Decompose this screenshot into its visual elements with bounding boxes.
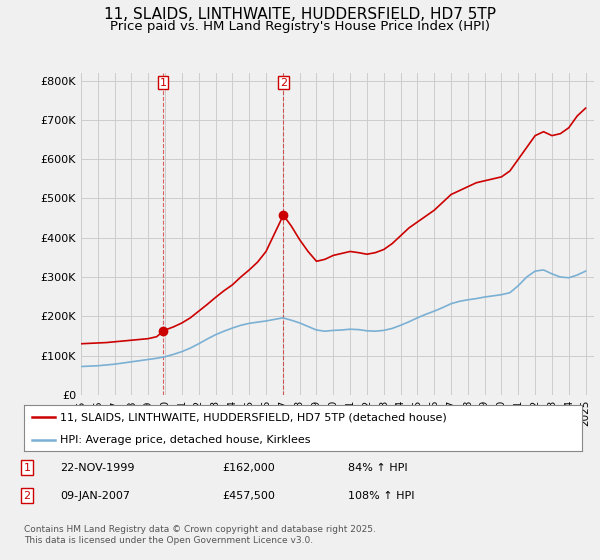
Text: 22-NOV-1999: 22-NOV-1999 xyxy=(60,463,134,473)
Text: 11, SLAIDS, LINTHWAITE, HUDDERSFIELD, HD7 5TP (detached house): 11, SLAIDS, LINTHWAITE, HUDDERSFIELD, HD… xyxy=(60,412,447,422)
Text: Contains HM Land Registry data © Crown copyright and database right 2025.
This d: Contains HM Land Registry data © Crown c… xyxy=(24,525,376,545)
Text: 1: 1 xyxy=(23,463,31,473)
Text: Price paid vs. HM Land Registry's House Price Index (HPI): Price paid vs. HM Land Registry's House … xyxy=(110,20,490,32)
Text: 1: 1 xyxy=(160,78,167,87)
Text: 11, SLAIDS, LINTHWAITE, HUDDERSFIELD, HD7 5TP: 11, SLAIDS, LINTHWAITE, HUDDERSFIELD, HD… xyxy=(104,7,496,22)
Text: 108% ↑ HPI: 108% ↑ HPI xyxy=(348,491,415,501)
Text: 09-JAN-2007: 09-JAN-2007 xyxy=(60,491,130,501)
Text: HPI: Average price, detached house, Kirklees: HPI: Average price, detached house, Kirk… xyxy=(60,435,311,445)
Text: 2: 2 xyxy=(23,491,31,501)
Text: £457,500: £457,500 xyxy=(222,491,275,501)
Text: 84% ↑ HPI: 84% ↑ HPI xyxy=(348,463,407,473)
Text: £162,000: £162,000 xyxy=(222,463,275,473)
Text: 2: 2 xyxy=(280,78,287,87)
